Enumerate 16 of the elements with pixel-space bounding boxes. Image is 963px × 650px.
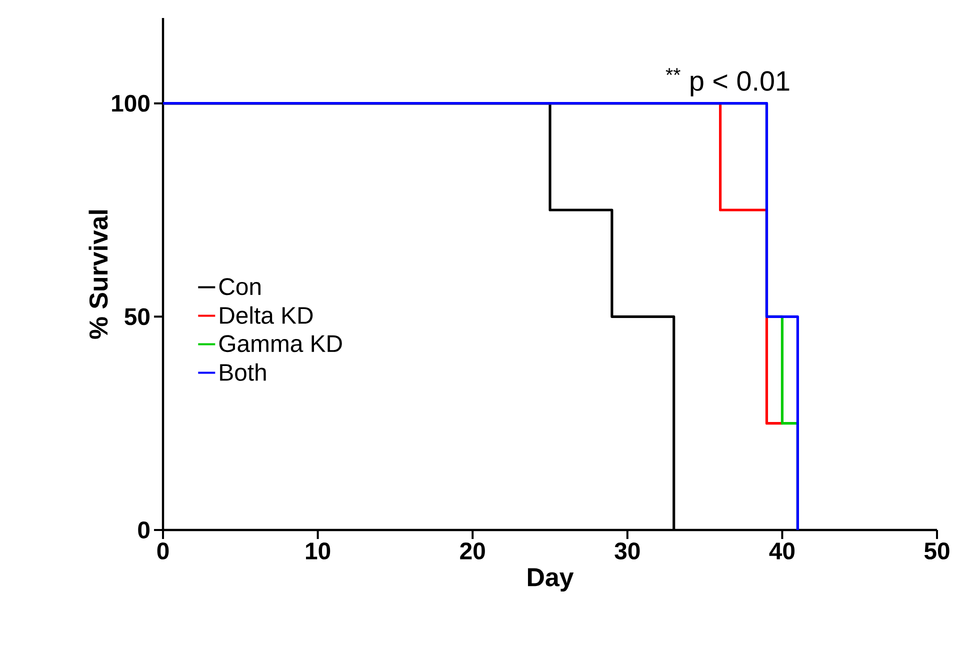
- legend-label: Con: [219, 278, 260, 296]
- y-tick-label: 0: [138, 522, 150, 538]
- x-tick-label: 50: [924, 542, 950, 560]
- legend-label: Gamma KD: [219, 335, 342, 352]
- x-tick-label: 0: [157, 542, 169, 560]
- y-axis-title: % Survival: [88, 210, 108, 339]
- legend-label: Delta KD: [220, 306, 313, 324]
- y-tick-label: 100: [112, 94, 150, 112]
- annotation: $^{**}$ p < 0.01: [666, 68, 790, 96]
- legend-label: Both: [220, 363, 266, 381]
- x-tick-label: 30: [614, 542, 640, 560]
- x-axis-title: Day: [528, 568, 574, 592]
- y-tick-label: 50: [124, 308, 150, 326]
- x-tick-label: 20: [460, 542, 485, 560]
- x-tick-label: 10: [306, 542, 330, 560]
- x-tick-label: 40: [769, 542, 795, 560]
